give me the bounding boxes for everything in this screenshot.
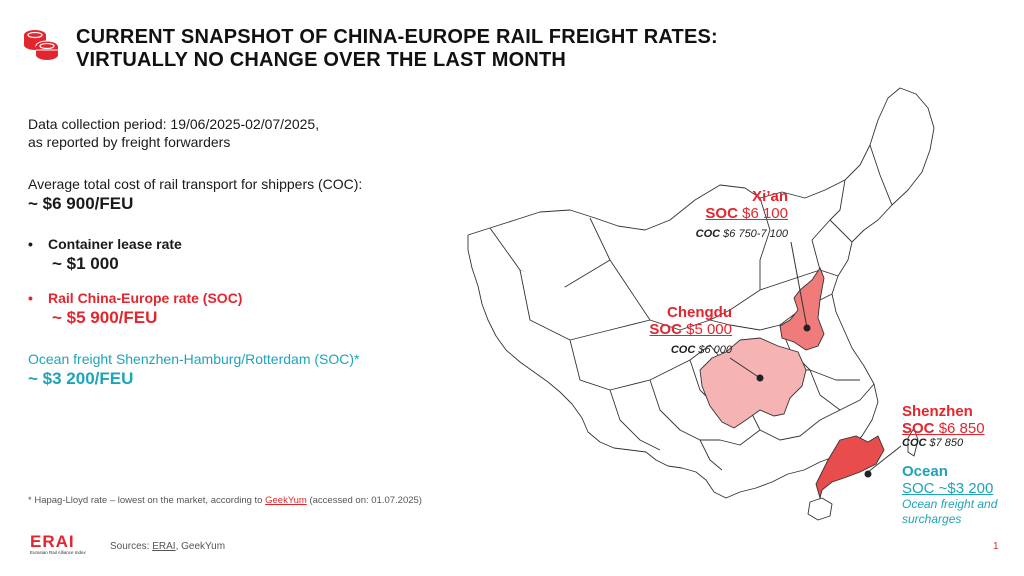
xian-city: Xi’an: [752, 188, 788, 205]
period-line-2: as reported by freight forwarders: [28, 134, 231, 150]
container-lease-label: Container lease rate: [48, 236, 182, 252]
coins-icon: [24, 30, 59, 60]
china-map: [467, 87, 935, 521]
period-line-1: Data collection period: 19/06/2025-02/07…: [28, 116, 320, 132]
container-lease-value: ~ $1 000: [52, 254, 119, 273]
rail-rate-label: Rail China-Europe rate (SOC): [48, 290, 243, 306]
xian-region: [779, 267, 825, 351]
hainan-island: [807, 497, 833, 521]
xian-coc: COC $6 750-7 100: [695, 228, 788, 240]
footnote: * Hapag-Lloyd rate – lowest on the marke…: [28, 495, 422, 506]
chengdu-city: Chengdu: [667, 304, 732, 321]
title-line-2: VIRTUALLY NO CHANGE OVER THE LAST MONTH: [76, 49, 567, 71]
page-title: CURRENT SNAPSHOT OF CHINA-EUROPE RAIL FR…: [76, 26, 718, 72]
xian-dot: [803, 324, 811, 332]
sources: Sources: ERAI, GeekYum: [110, 541, 226, 552]
bullet-container-lease: • Container lease rate ~ $1 000: [28, 236, 182, 274]
erai-logo: ERAI Eurasian Rail Alliance Index: [30, 532, 86, 555]
xian-pointer: [790, 241, 808, 329]
shenzhen-region: [815, 435, 885, 500]
chengdu-region: [699, 337, 807, 429]
ocean-freight-value: ~ $3 200/FEU: [28, 369, 134, 388]
ocean-soc: SOC ~$3 200: [902, 480, 994, 497]
ocean-label: Ocean SOC ~$3 200 Ocean freight and surc…: [902, 463, 1022, 527]
ocean-freight-label: Ocean freight Shenzhen-Hamburg/Rotterdam…: [28, 351, 360, 367]
title-line-1: CURRENT SNAPSHOT OF CHINA-EUROPE RAIL FR…: [76, 26, 718, 48]
average-cost-label: Average total cost of rail transport for…: [28, 176, 363, 192]
shenzhen-city: Shenzhen: [902, 403, 973, 420]
xian-label: Xi’an SOC $6 100: [688, 188, 788, 222]
taiwan-island: [907, 427, 919, 457]
bullet-rail-rate: • Rail China-Europe rate (SOC) ~ $5 900/F…: [28, 290, 242, 328]
chengdu-coc: COC $6 000: [670, 344, 732, 356]
bullet-dot: •: [28, 236, 33, 252]
page-number: 1: [993, 541, 999, 552]
ocean-note: Ocean freight and surcharges: [902, 497, 998, 526]
average-cost-value: ~ $6 900/FEU: [28, 194, 134, 213]
shenzhen-pointer: [867, 445, 902, 473]
xian-soc: SOC $6 100: [705, 205, 788, 222]
geekyum-link[interactable]: GeekYum: [265, 495, 307, 506]
chengdu-label: Chengdu SOC $5 000: [620, 304, 732, 338]
bullet-dot: •: [28, 290, 33, 306]
shenzhen-label: Shenzhen SOC $6 850 COC $7 850: [902, 403, 1020, 449]
chengdu-pointer: [729, 357, 761, 379]
shenzhen-soc: SOC $6 850: [902, 420, 985, 437]
shenzhen-dot: [864, 470, 872, 478]
erai-source-link[interactable]: ERAI: [152, 541, 176, 552]
data-period: Data collection period: 19/06/2025-02/07…: [28, 115, 319, 151]
ocean-title: Ocean: [902, 463, 948, 480]
shenzhen-coc: COC $7 850: [902, 437, 964, 449]
chengdu-dot: [756, 374, 764, 382]
rail-rate-value: ~ $5 900/FEU: [52, 308, 158, 327]
chengdu-soc: SOC $5 000: [649, 321, 732, 338]
